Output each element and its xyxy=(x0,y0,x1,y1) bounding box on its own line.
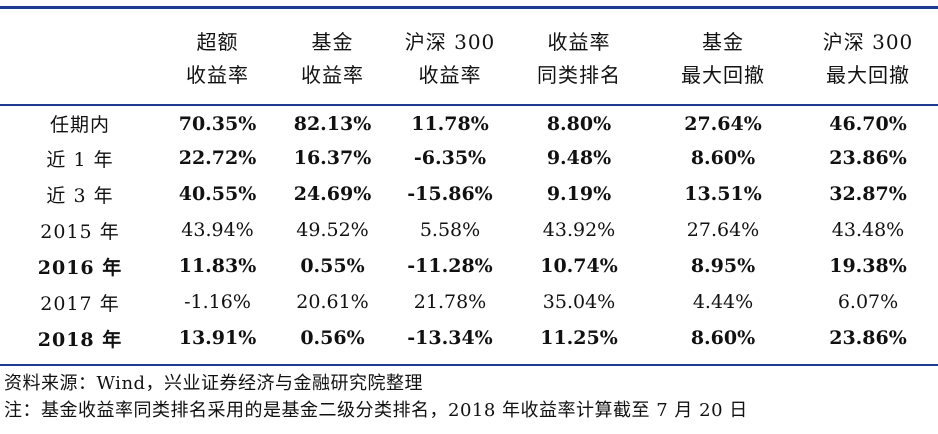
table-cell: 49.52% xyxy=(296,219,369,241)
header-line-1: 沪深 300 xyxy=(404,30,496,54)
table-cell: -13.34% xyxy=(407,327,493,349)
header-cell-fund-return: 基金 收益率 xyxy=(275,14,390,104)
header-cell-csi300-max-drawdown: 沪深 300 最大回撤 xyxy=(798,14,938,104)
table-header: 超额 收益率 基金 收益率 沪深 300 收益率 收益率 同类排名 基金 最大回… xyxy=(0,14,938,104)
table-cell: 27.64% xyxy=(684,112,762,135)
row-label: 2016 年 xyxy=(37,256,123,279)
table-top-rule xyxy=(0,6,938,9)
header-line-2: 收益率 xyxy=(418,63,482,87)
table-cell: 27.64% xyxy=(686,219,760,241)
table-cell: 43.94% xyxy=(181,219,254,241)
header-cell-peer-rank: 收益率 同类排名 xyxy=(510,14,648,104)
table-cell: 16.37% xyxy=(293,147,372,169)
table-notes: 资料来源：Wind，兴业证券经济与金融研究院整理 注：基金收益率同类排名采用的是… xyxy=(4,370,748,424)
table-row: 近 3 年 40.55% 24.69% -15.86% 9.19% 13.51%… xyxy=(0,176,938,212)
table-cell: 32.87% xyxy=(829,183,907,205)
table-cell: -15.86% xyxy=(407,183,493,205)
performance-table: 超额 收益率 基金 收益率 沪深 300 收益率 收益率 同类排名 基金 最大回… xyxy=(0,14,938,356)
table-row: 2018 年 13.91% 0.56% -13.34% 11.25% 8.60%… xyxy=(0,320,938,356)
table-cell: 23.86% xyxy=(829,147,907,169)
table-cell: 11.25% xyxy=(540,327,618,349)
header-bottom-rule xyxy=(0,104,938,106)
header-cell-period xyxy=(0,14,160,104)
header-cell-excess-return: 超额 收益率 xyxy=(160,14,275,104)
header-line-2: 最大回撤 xyxy=(826,63,910,87)
table-cell: 20.61% xyxy=(296,291,369,313)
header-line-1: 基金 xyxy=(702,30,744,54)
header-cell-fund-max-drawdown: 基金 最大回撤 xyxy=(648,14,798,104)
header-row: 超额 收益率 基金 收益率 沪深 300 收益率 收益率 同类排名 基金 最大回… xyxy=(0,14,938,104)
table-row: 近 1 年 22.72% 16.37% -6.35% 9.48% 8.60% 2… xyxy=(0,140,938,176)
table-cell: 22.72% xyxy=(178,147,257,169)
table-cell: 70.35% xyxy=(178,112,257,135)
table-cell: 8.60% xyxy=(690,327,756,349)
table-row: 任期内 70.35% 82.13% 11.78% 8.80% 27.64% 46… xyxy=(0,104,938,140)
table-cell: 9.48% xyxy=(546,147,612,169)
table-row: 2015 年 43.94% 49.52% 5.58% 43.92% 27.64%… xyxy=(0,212,938,248)
row-label: 2018 年 xyxy=(37,328,123,351)
table-cell: 11.78% xyxy=(411,112,489,135)
table-cell: 43.92% xyxy=(542,219,616,241)
table-cell: 6.07% xyxy=(837,291,899,313)
table-cell: 8.80% xyxy=(546,112,612,135)
row-label: 近 1 年 xyxy=(46,148,114,171)
table-cell: 35.04% xyxy=(542,291,616,313)
table-cell: 19.38% xyxy=(829,255,907,277)
table-cell: 23.86% xyxy=(829,327,907,349)
header-line-1: 基金 xyxy=(311,30,354,54)
table-cell: 9.19% xyxy=(546,183,612,205)
table-cell: 0.56% xyxy=(300,327,365,349)
table-cell: 43.48% xyxy=(831,219,905,241)
table-cell: 8.60% xyxy=(690,147,756,169)
row-label: 近 3 年 xyxy=(46,184,114,207)
table-cell: 46.70% xyxy=(829,112,907,135)
table-cell: 5.58% xyxy=(419,219,481,241)
row-label: 2017 年 xyxy=(40,292,120,315)
row-label: 2015 年 xyxy=(40,220,120,243)
table-cell: -11.28% xyxy=(407,255,493,277)
table-cell: 13.51% xyxy=(684,183,762,205)
table-cell: 21.78% xyxy=(413,291,487,313)
header-line-2: 同类排名 xyxy=(537,63,621,87)
row-label: 任期内 xyxy=(49,114,110,136)
header-line-1: 超额 xyxy=(196,30,239,54)
table-body: 任期内 70.35% 82.13% 11.78% 8.80% 27.64% 46… xyxy=(0,104,938,356)
table-cell: 8.95% xyxy=(690,255,756,277)
header-line-1: 收益率 xyxy=(547,30,611,54)
table-cell: 13.91% xyxy=(178,327,257,349)
header-line-2: 收益率 xyxy=(301,63,364,87)
table-row: 2016 年 11.83% 0.55% -11.28% 10.74% 8.95%… xyxy=(0,248,938,284)
table-cell: -1.16% xyxy=(184,291,251,313)
table-cell: 10.74% xyxy=(540,255,618,277)
table-row: 2017 年 -1.16% 20.61% 21.78% 35.04% 4.44%… xyxy=(0,284,938,320)
table-cell: 4.44% xyxy=(692,291,754,313)
header-line-2: 收益率 xyxy=(186,63,249,87)
table-cell: -6.35% xyxy=(413,147,487,169)
table-cell: 24.69% xyxy=(293,183,372,205)
header-line-2: 最大回撤 xyxy=(681,63,765,87)
table-cell: 82.13% xyxy=(293,112,372,135)
header-line-1: 沪深 300 xyxy=(822,30,914,54)
table-cell: 11.83% xyxy=(178,255,257,277)
header-cell-csi300-return: 沪深 300 收益率 xyxy=(390,14,510,104)
footnote: 注：基金收益率同类排名采用的是基金二级分类排名，2018 年收益率计算截至 7 … xyxy=(4,400,748,421)
table-bottom-rule xyxy=(0,364,938,366)
table-cell: 0.55% xyxy=(300,255,365,277)
table-cell: 40.55% xyxy=(178,183,257,205)
source-note: 资料来源：Wind，兴业证券经济与金融研究院整理 xyxy=(4,373,424,394)
